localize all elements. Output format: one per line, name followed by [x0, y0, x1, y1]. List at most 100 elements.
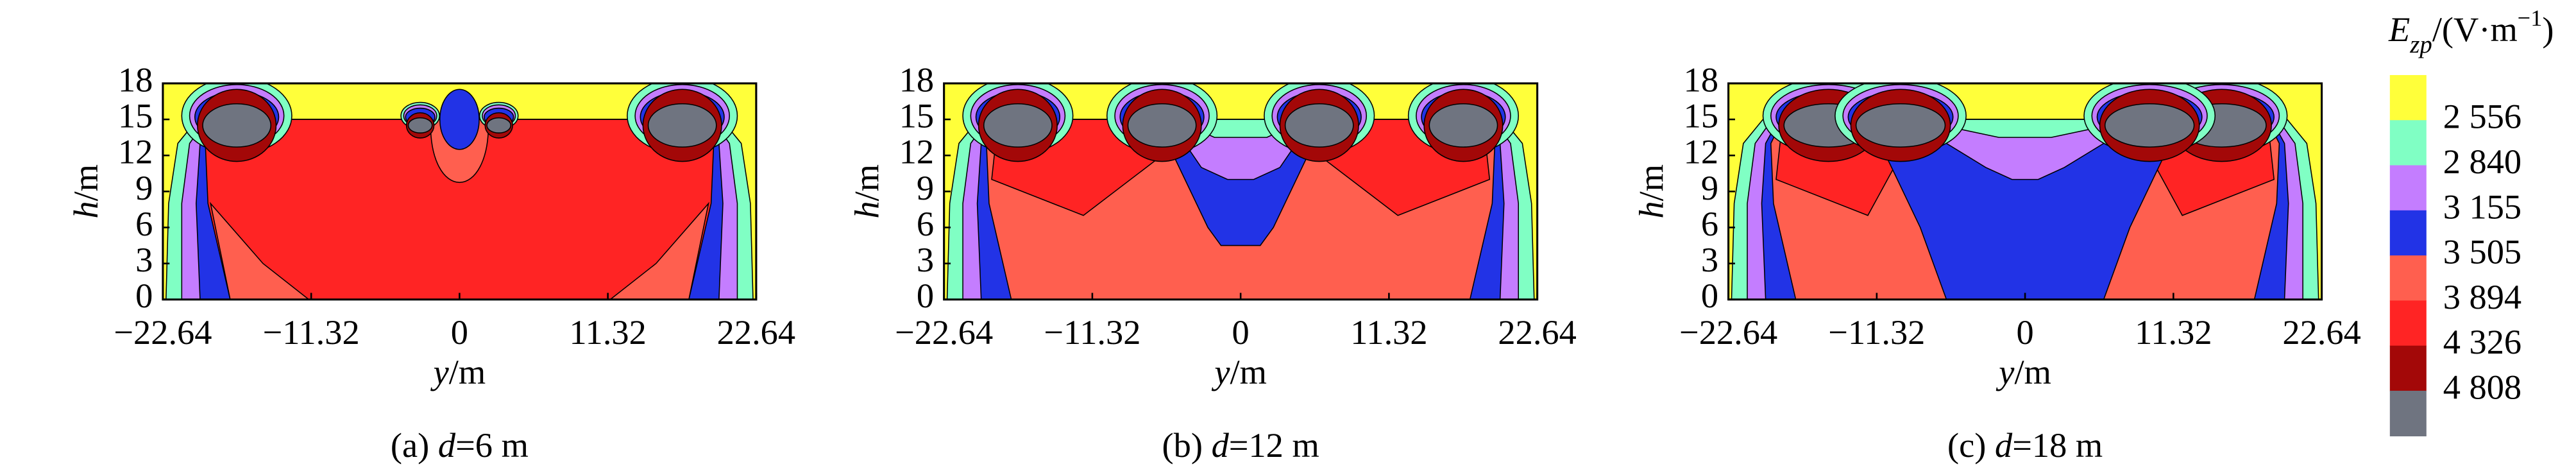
x-tick-label: 22.64 [1498, 313, 1576, 352]
y-axis-unit: /m [1632, 164, 1671, 201]
x-axis-var: y [1996, 353, 2015, 391]
x-tick-label: −11.32 [1828, 313, 1925, 352]
caption-var: d [1212, 426, 1230, 465]
y-tick-label: 3 [135, 241, 153, 279]
y-tick-label: 18 [1684, 60, 1718, 99]
caption-label: (b) [1162, 426, 1203, 465]
colorbar-label: 3 155 [2443, 187, 2521, 226]
y-tick-label: 0 [917, 277, 934, 315]
plot-area [944, 83, 1538, 300]
colorbar-block [2389, 210, 2427, 256]
colorbar-block [2389, 345, 2427, 391]
y-axis-unit: /m [67, 164, 105, 201]
caption-label: (a) [391, 426, 429, 465]
colorbar-block [2389, 390, 2427, 436]
contour-region [439, 89, 480, 150]
colorbar-block [2389, 255, 2427, 302]
y-tick-label: 0 [1701, 277, 1718, 315]
contour-region [1428, 103, 1498, 148]
contour-region [486, 117, 512, 133]
contour-region [1127, 103, 1197, 148]
x-axis-label: y/m [430, 353, 486, 391]
contour-region [983, 103, 1053, 148]
plot-area [1728, 83, 2322, 300]
x-tick-label: −22.64 [114, 313, 212, 352]
y-tick-label: 3 [917, 241, 934, 279]
caption: (c) d=18 m [1947, 426, 2103, 465]
y-axis-var: h [848, 201, 886, 218]
caption-value: =12 m [1229, 426, 1319, 465]
x-tick-label: −22.64 [1679, 313, 1777, 352]
x-axis-unit: /m [2014, 353, 2051, 391]
y-axis-label: h/m [1632, 164, 1671, 219]
x-tick-label: −11.32 [1044, 313, 1140, 352]
y-axis-label: h/m [67, 164, 105, 219]
x-tick-label: 22.64 [717, 313, 795, 352]
colorbar-block [2389, 300, 2427, 347]
contour-region [1284, 103, 1354, 148]
y-axis-var: h [1632, 201, 1671, 218]
x-axis-unit: /m [1230, 353, 1267, 391]
y-tick-label: 12 [1684, 133, 1718, 171]
y-tick-label: 9 [1701, 169, 1718, 207]
colorbar-block [2389, 165, 2427, 211]
contour-region [202, 103, 272, 148]
caption-label: (c) [1947, 426, 1986, 465]
colorbar-block [2389, 120, 2427, 166]
y-tick-label: 12 [899, 133, 934, 171]
x-axis-var: y [430, 353, 450, 391]
colorbar-label: 2 556 [2443, 98, 2521, 136]
colorbar-title: Ezp/(V·m−1) [2388, 6, 2554, 59]
colorbar-label: 2 840 [2443, 142, 2521, 181]
caption-var: d [438, 426, 456, 465]
colorbar-label: 4 326 [2443, 323, 2521, 361]
y-tick-label: 6 [135, 205, 153, 243]
y-tick-label: 15 [899, 97, 934, 135]
x-tick-label: 11.32 [569, 313, 646, 352]
y-tick-label: 3 [1701, 241, 1718, 279]
y-tick-label: 15 [118, 97, 153, 135]
x-tick-label: 0 [1232, 313, 1250, 352]
y-axis-var: h [67, 201, 105, 218]
colorbar-title-sub: zp [2409, 31, 2432, 59]
colorbar-label: 3 894 [2443, 278, 2521, 316]
contour-region [407, 117, 433, 133]
x-tick-label: 11.32 [2135, 313, 2212, 352]
colorbar-title-sup: −1 [2518, 6, 2543, 31]
contour-region [609, 201, 709, 300]
x-axis-var: y [1211, 353, 1230, 391]
y-tick-label: 15 [1684, 97, 1718, 135]
colorbar-title-close: ) [2542, 11, 2554, 49]
x-tick-label: 0 [2016, 313, 2033, 352]
x-tick-label: 22.64 [2282, 313, 2360, 352]
caption-var: d [1995, 426, 2013, 465]
colorbar-label: 3 505 [2443, 233, 2521, 271]
caption: (b) d=12 m [1162, 426, 1319, 465]
x-tick-label: −22.64 [895, 313, 993, 352]
colorbar-block [2389, 74, 2427, 121]
contour-region [1855, 103, 1946, 148]
x-tick-label: 0 [451, 313, 468, 352]
y-tick-label: 12 [118, 133, 153, 171]
plot-area [162, 83, 756, 300]
caption-value: =18 m [2012, 426, 2103, 465]
x-axis-unit: /m [449, 353, 486, 391]
x-axis-label: y/m [1211, 353, 1267, 391]
y-tick-label: 0 [135, 277, 153, 315]
caption: (a) d=6 m [391, 426, 529, 465]
y-axis-label: h/m [848, 164, 886, 219]
contour-region [1913, 119, 2137, 138]
y-tick-label: 18 [118, 60, 153, 99]
y-tick-label: 9 [917, 169, 934, 207]
contour-region [2104, 103, 2195, 148]
y-tick-label: 6 [917, 205, 934, 243]
contour-region [647, 103, 717, 148]
y-tick-label: 9 [135, 169, 153, 207]
contour-region [209, 201, 310, 300]
y-tick-label: 18 [899, 60, 934, 99]
colorbar-title-var: E [2388, 11, 2410, 49]
x-tick-label: −11.32 [263, 313, 360, 352]
y-tick-label: 6 [1701, 205, 1718, 243]
